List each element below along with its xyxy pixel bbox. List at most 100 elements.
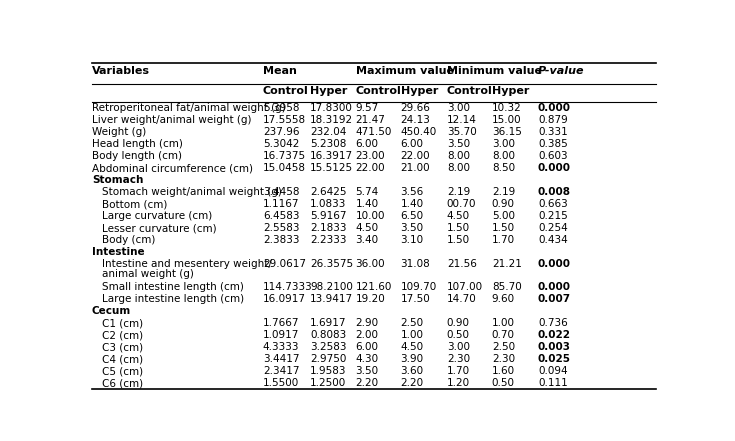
Text: Intestine: Intestine — [92, 247, 145, 258]
Text: Minimum value: Minimum value — [447, 66, 542, 76]
Text: 22.00: 22.00 — [401, 151, 430, 161]
Text: Stomach: Stomach — [92, 176, 143, 185]
Text: 0.90: 0.90 — [492, 199, 514, 209]
Text: 8.50: 8.50 — [492, 163, 515, 173]
Text: 85.70: 85.70 — [492, 282, 522, 292]
Text: Cecum: Cecum — [92, 306, 131, 316]
Text: 2.00: 2.00 — [356, 330, 379, 340]
Text: 1.40: 1.40 — [401, 199, 424, 209]
Text: 1.50: 1.50 — [492, 224, 515, 233]
Text: 0.000: 0.000 — [538, 259, 571, 269]
Text: 6.50: 6.50 — [401, 211, 424, 221]
Text: 2.20: 2.20 — [356, 378, 379, 389]
Text: 35.70: 35.70 — [447, 127, 476, 137]
Text: 0.008: 0.008 — [538, 187, 571, 197]
Text: 0.603: 0.603 — [538, 151, 567, 161]
Text: Lesser curvature (cm): Lesser curvature (cm) — [102, 224, 217, 233]
Text: 3.56: 3.56 — [401, 187, 424, 197]
Text: 1.0833: 1.0833 — [310, 199, 346, 209]
Text: 9.60: 9.60 — [492, 294, 515, 304]
Text: 26.3575: 26.3575 — [310, 259, 353, 269]
Text: 12.14: 12.14 — [447, 115, 476, 125]
Text: 1.50: 1.50 — [447, 235, 470, 246]
Text: 5.00: 5.00 — [492, 211, 514, 221]
Text: 0.003: 0.003 — [538, 342, 571, 352]
Text: animal weight (g): animal weight (g) — [102, 269, 194, 280]
Text: 23.00: 23.00 — [356, 151, 385, 161]
Text: 0.8083: 0.8083 — [310, 330, 346, 340]
Text: Abdominal circumference (cm): Abdominal circumference (cm) — [92, 163, 253, 173]
Text: 2.19: 2.19 — [492, 187, 515, 197]
Text: 16.0917: 16.0917 — [263, 294, 306, 304]
Text: 15.5125: 15.5125 — [310, 163, 353, 173]
Text: 2.90: 2.90 — [356, 318, 379, 328]
Text: 5.9167: 5.9167 — [310, 211, 346, 221]
Text: Large intestine length (cm): Large intestine length (cm) — [102, 294, 244, 304]
Text: 0.90: 0.90 — [447, 318, 470, 328]
Text: 3.50: 3.50 — [447, 139, 470, 149]
Text: 1.6917: 1.6917 — [310, 318, 346, 328]
Text: 1.2500: 1.2500 — [310, 378, 346, 389]
Text: 29.0617: 29.0617 — [263, 259, 306, 269]
Text: 0.879: 0.879 — [538, 115, 567, 125]
Text: 8.00: 8.00 — [447, 151, 470, 161]
Text: 16.7375: 16.7375 — [263, 151, 306, 161]
Text: Head length (cm): Head length (cm) — [92, 139, 183, 149]
Text: 21.56: 21.56 — [447, 259, 476, 269]
Text: 19.20: 19.20 — [356, 294, 385, 304]
Text: 107.00: 107.00 — [447, 282, 483, 292]
Text: 3.00: 3.00 — [447, 342, 470, 352]
Text: Retroperitoneal fat/animal weight (g): Retroperitoneal fat/animal weight (g) — [92, 103, 286, 113]
Text: 3.40: 3.40 — [356, 235, 379, 246]
Text: Small intestine length (cm): Small intestine length (cm) — [102, 282, 244, 292]
Text: Variables: Variables — [92, 66, 150, 76]
Text: 121.60: 121.60 — [356, 282, 392, 292]
Text: 1.00: 1.00 — [492, 318, 514, 328]
Text: 10.32: 10.32 — [492, 103, 522, 113]
Text: 5.3958: 5.3958 — [263, 103, 299, 113]
Text: Control: Control — [356, 86, 401, 96]
Text: 109.70: 109.70 — [401, 282, 437, 292]
Text: 5.2308: 5.2308 — [310, 139, 346, 149]
Text: 2.20: 2.20 — [401, 378, 424, 389]
Text: 6.00: 6.00 — [356, 139, 379, 149]
Text: 16.3917: 16.3917 — [310, 151, 353, 161]
Text: 14.70: 14.70 — [447, 294, 476, 304]
Text: Control: Control — [263, 86, 309, 96]
Text: 0.007: 0.007 — [538, 294, 571, 304]
Text: 0.50: 0.50 — [447, 330, 470, 340]
Text: 1.60: 1.60 — [492, 366, 515, 377]
Text: 2.19: 2.19 — [447, 187, 470, 197]
Text: 4.50: 4.50 — [401, 342, 424, 352]
Text: 0.70: 0.70 — [492, 330, 514, 340]
Text: 98.2100: 98.2100 — [310, 282, 353, 292]
Text: 1.0917: 1.0917 — [263, 330, 299, 340]
Text: 2.50: 2.50 — [492, 342, 515, 352]
Text: Control: Control — [447, 86, 492, 96]
Text: Hyper: Hyper — [492, 86, 529, 96]
Text: Stomach weight/animal weight (g): Stomach weight/animal weight (g) — [102, 187, 282, 197]
Text: C6 (cm): C6 (cm) — [102, 378, 143, 389]
Text: 0.254: 0.254 — [538, 224, 567, 233]
Text: 31.08: 31.08 — [401, 259, 431, 269]
Text: 17.50: 17.50 — [401, 294, 431, 304]
Text: 21.00: 21.00 — [401, 163, 430, 173]
Text: 21.47: 21.47 — [356, 115, 385, 125]
Text: 2.50: 2.50 — [401, 318, 424, 328]
Text: 2.30: 2.30 — [447, 355, 470, 364]
Text: 24.13: 24.13 — [401, 115, 431, 125]
Text: 18.3192: 18.3192 — [310, 115, 353, 125]
Text: 15.0458: 15.0458 — [263, 163, 306, 173]
Text: 3.10: 3.10 — [401, 235, 424, 246]
Text: 450.40: 450.40 — [401, 127, 437, 137]
Text: 00.70: 00.70 — [447, 199, 476, 209]
Text: 29.66: 29.66 — [401, 103, 431, 113]
Text: 0.663: 0.663 — [538, 199, 567, 209]
Text: 36.15: 36.15 — [492, 127, 522, 137]
Text: 3.00: 3.00 — [492, 139, 514, 149]
Text: 22.00: 22.00 — [356, 163, 385, 173]
Text: 4.50: 4.50 — [356, 224, 379, 233]
Text: 0.215: 0.215 — [538, 211, 567, 221]
Text: 0.000: 0.000 — [538, 103, 571, 113]
Text: C3 (cm): C3 (cm) — [102, 342, 143, 352]
